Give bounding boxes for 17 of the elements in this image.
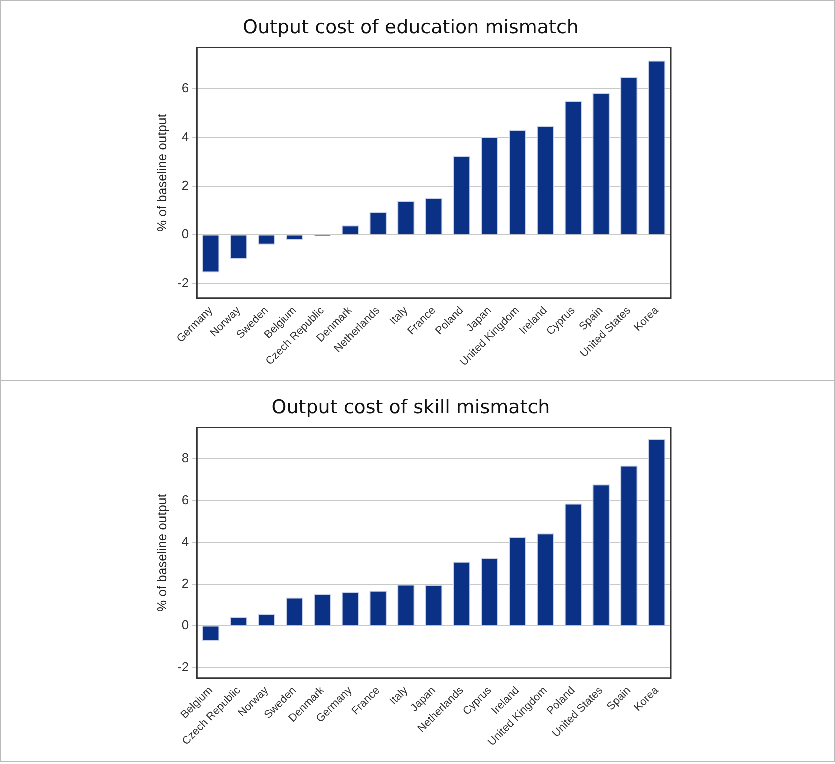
y-tick-label: -2 [178,659,190,674]
y-tick-label: 6 [182,492,190,508]
y-tick-label: 8 [182,450,190,466]
y-tick-label: 2 [182,576,190,591]
y-axis-title: % of baseline output [154,114,170,232]
y-tick-label: 2 [182,178,190,194]
chart-title: Output cost of skill mismatch [272,396,550,418]
y-tick-label: 0 [182,618,190,633]
y-tick-label: 4 [182,129,190,144]
y-tick-label: 0 [182,226,190,242]
y-tick-label: 4 [182,534,190,550]
x-tick-label: Italy [388,684,411,708]
y-tick-label: -2 [178,275,190,290]
x-tick-label: Italy [388,304,411,328]
y-axis-title: % of baseline output [154,494,170,612]
chart-title: Output cost of education mismatch [243,16,579,38]
y-tick-label: 6 [182,80,190,96]
